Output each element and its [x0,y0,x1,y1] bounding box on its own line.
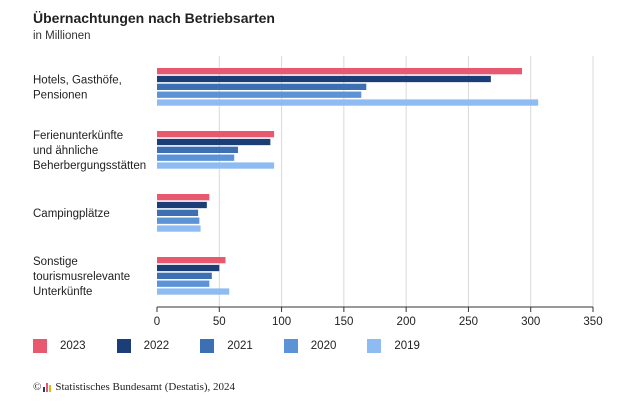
x-tick-label: 200 [397,316,416,328]
bar-chart: Hotels, Gasthöfe, Pensionen Ferienunterkün… [33,56,603,328]
bar-2020-1 [157,154,235,161]
category-label: Pensionen [33,89,87,101]
bar-2022-2 [157,201,207,209]
bar-2019-2 [157,225,201,232]
bar-2022-1 [157,138,271,146]
legend-swatch [367,339,382,353]
legend-swatch [116,339,131,353]
x-tick-label: 50 [213,316,226,328]
legend-swatch [283,339,298,353]
legend-item-2023: 2023 [33,339,86,353]
legend-label: 2021 [227,340,253,352]
bar-2019-0 [157,99,539,106]
category-label: Unterkünfte [33,286,92,298]
bar-2020-0 [157,91,362,98]
bar-2023-2 [157,194,210,201]
legend-swatch [200,339,215,353]
bar-2019-3 [157,288,230,295]
footer: © Statistisches Bundesamt (Destatis), 20… [33,381,235,393]
category-label: tourismusrelevante [33,271,130,283]
bar-2022-0 [157,75,491,83]
bar-2022-3 [157,264,220,272]
x-tick-label: 250 [459,316,478,328]
category-label: und ähnliche [33,145,98,157]
bar-2021-1 [157,146,238,153]
copyright-symbol: © [33,381,42,393]
bar-2020-3 [157,280,210,287]
x-tick-label: 150 [334,316,353,328]
category-label: Campingplätze [33,208,110,220]
category-label: Ferienunterkünfte [33,130,123,142]
legend-item-2021: 2021 [200,339,253,353]
chart-subtitle: in Millionen [33,30,91,42]
bar-2021-2 [157,209,199,216]
legend-label: 2023 [60,340,86,352]
bar-2021-3 [157,272,212,279]
bar-2019-1 [157,162,275,169]
category-label: Sonstige [33,256,78,268]
x-tick-label: 0 [154,316,160,328]
bar-2021-0 [157,83,367,90]
category-label: Hotels, Gasthöfe, [33,74,122,86]
legend-item-2019: 2019 [367,339,420,353]
legend-item-2020: 2020 [283,339,337,353]
x-tick-label: 100 [272,316,291,328]
category-label: Beherbergungsstätten [33,160,146,172]
chart-legend: 2023 2022 2021 2020 2019 [33,339,451,353]
legend-label: 2019 [394,340,420,352]
legend-swatch [33,339,47,353]
legend-item-2022: 2022 [116,339,170,353]
x-tick-label: 350 [583,316,602,328]
legend-label: 2020 [310,340,337,352]
footer-source-text: Statistisches Bundesamt (Destatis), 2024 [55,381,236,393]
x-tick-label: 300 [521,316,540,328]
chart-title: Übernachtungen nach Betriebsarten [33,10,275,26]
bar-2020-2 [157,217,200,224]
destatis-logo-icon [43,382,52,392]
legend-label: 2022 [143,340,170,352]
bar-2023-0 [157,68,522,75]
bar-2023-3 [157,257,226,264]
bar-2023-1 [157,131,275,138]
